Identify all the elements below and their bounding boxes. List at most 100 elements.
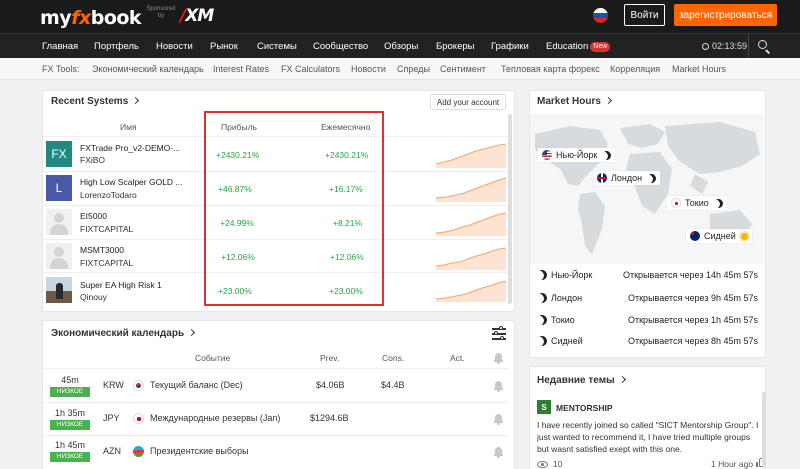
recent-topics-title[interactable]: Недавние темы (537, 375, 626, 386)
system-owner[interactable]: FIXTCAPITAL (80, 258, 134, 268)
nav-item-portfolio[interactable]: Портфель (94, 41, 139, 52)
japan-flag-icon (133, 413, 144, 424)
bell-icon[interactable] (494, 381, 503, 392)
tool-economic-calendar[interactable]: Экономический календарь (92, 64, 204, 74)
search-icon (758, 40, 767, 49)
education-label: Education (546, 41, 589, 52)
map-label-tokyo[interactable]: Токио (667, 196, 727, 210)
sparkline-chart[interactable] (436, 140, 506, 168)
korea-flag-icon (133, 380, 144, 391)
system-gain: +46.87% (218, 184, 252, 194)
map-city-name: Нью-Йорк (556, 150, 598, 160)
tool-sentiment[interactable]: Сентимент (440, 64, 486, 74)
azerbaijan-flag-icon (133, 446, 144, 457)
sparkline-chart[interactable] (436, 208, 506, 236)
system-monthly: +16.17% (329, 184, 363, 194)
system-gain: +2430.21% (216, 150, 260, 160)
register-button[interactable]: зарегистрироваться (674, 4, 777, 26)
system-owner[interactable]: LorenzoTodaro (80, 190, 137, 200)
sparkline-chart[interactable] (436, 276, 506, 302)
xm-text: XM (185, 6, 214, 26)
clock: 02:13:59 (702, 34, 747, 59)
col-event: Событие (195, 353, 231, 363)
impact-badge: НИЗКОЕ (50, 452, 90, 462)
system-gain: +23.00% (218, 286, 252, 296)
nav-item-news[interactable]: Новости (156, 41, 193, 52)
event-cons: $4.4B (381, 380, 405, 390)
bell-icon[interactable] (494, 447, 503, 458)
avatar[interactable]: FX (46, 141, 72, 167)
xm-logo[interactable]: /XM (180, 6, 214, 26)
sparkline-chart[interactable] (436, 174, 506, 202)
tool-interest-rates[interactable]: Interest Rates (213, 64, 270, 74)
bell-icon[interactable] (494, 353, 503, 364)
avatar[interactable] (46, 277, 72, 303)
market-city: Нью-Йорк (551, 270, 593, 280)
avatar[interactable] (46, 243, 72, 269)
recent-systems-title-text: Recent Systems (51, 96, 129, 107)
calendar-title[interactable]: Экономический календарь (51, 328, 196, 339)
tool-correlation[interactable]: Корреляция (610, 64, 661, 74)
avatar[interactable]: L (46, 175, 72, 201)
nav-item-market[interactable]: Рынок (210, 41, 238, 52)
system-owner[interactable]: Qinouy (80, 292, 107, 302)
topic-text[interactable]: I have recently joined so called "SICT M… (537, 420, 759, 454)
topics-scrollbar[interactable] (762, 392, 766, 468)
nav-item-education[interactable]: Education New (546, 34, 611, 59)
tool-fx-calculators[interactable]: FX Calculators (281, 64, 341, 74)
add-account-button[interactable]: Add your account (430, 94, 506, 110)
map-label-newyork[interactable]: Нью-Йорк (538, 148, 616, 162)
map-label-sydney[interactable]: Сидней (686, 229, 752, 243)
search-button[interactable] (748, 34, 778, 59)
event-name[interactable]: Международные резервы (Jan) (150, 413, 281, 423)
filter-settings-icon[interactable] (492, 326, 506, 340)
usa-flag-icon (542, 150, 552, 160)
system-owner[interactable]: FIXTCAPITAL (80, 224, 134, 234)
login-button[interactable]: Войти (624, 4, 665, 26)
chevron-right-icon (604, 96, 612, 105)
myfxbook-logo[interactable]: myfxbook (40, 5, 142, 29)
main-nav: Главная Портфель Новости Рынок Системы С… (0, 33, 800, 59)
nav-item-brokers[interactable]: Брокеры (436, 41, 475, 52)
logo-suffix: book (90, 7, 142, 29)
tool-heatmap[interactable]: Тепловая карта форекс (501, 64, 600, 74)
system-name[interactable]: MSMT3000 (80, 245, 124, 255)
bell-icon[interactable] (494, 414, 503, 425)
map-label-london[interactable]: Лондон (593, 171, 661, 185)
nav-item-community[interactable]: Сообщество (313, 41, 369, 52)
nav-item-charts[interactable]: Графики (491, 41, 529, 52)
topic-category[interactable]: MENTORSHIP (556, 403, 613, 413)
russia-flag-icon[interactable] (593, 8, 608, 23)
recent-systems-scrollbar[interactable] (508, 114, 512, 304)
nav-item-home[interactable]: Главная (42, 41, 79, 52)
system-name[interactable]: Super EA High Risk 1 (80, 280, 162, 290)
system-owner[interactable]: FXiBO (80, 155, 106, 165)
logo-prefix: my (40, 7, 72, 29)
recent-systems-title[interactable]: Recent Systems (51, 96, 140, 107)
sparkline-chart[interactable] (436, 242, 506, 270)
topic-category-badge: S (537, 400, 551, 414)
event-name[interactable]: Текущий баланс (Dec) (150, 380, 243, 390)
tool-spreads[interactable]: Спреды (397, 64, 430, 74)
chevron-right-icon (188, 328, 196, 337)
nav-item-reviews[interactable]: Обзоры (384, 41, 419, 52)
topic-time-ago: 1 Hour ago (711, 459, 754, 469)
market-city: Сидней (551, 336, 583, 346)
xm-slash: / (180, 6, 186, 26)
nav-item-systems[interactable]: Системы (257, 41, 297, 52)
tool-news[interactable]: Новости (351, 64, 386, 74)
fx-tools-bar: FX Tools: Экономический календарь Intere… (0, 58, 800, 80)
clock-icon (702, 43, 709, 50)
new-badge: New (590, 42, 611, 52)
avatar[interactable] (46, 209, 72, 235)
market-hours-title[interactable]: Market Hours (537, 96, 612, 107)
system-name[interactable]: EI5000 (80, 211, 107, 221)
col-act: Act. (450, 353, 465, 363)
tool-market-hours[interactable]: Market Hours (672, 64, 727, 74)
highlight-box (204, 111, 384, 306)
system-name[interactable]: High Low Scalper GOLD ... (80, 177, 183, 187)
system-monthly: +8.21% (333, 218, 363, 228)
system-name[interactable]: FXTrade Pro_v2-DEMO-... (80, 143, 181, 153)
event-name[interactable]: Президентские выборы (150, 446, 249, 456)
fx-tools-label: FX Tools: (42, 64, 80, 74)
